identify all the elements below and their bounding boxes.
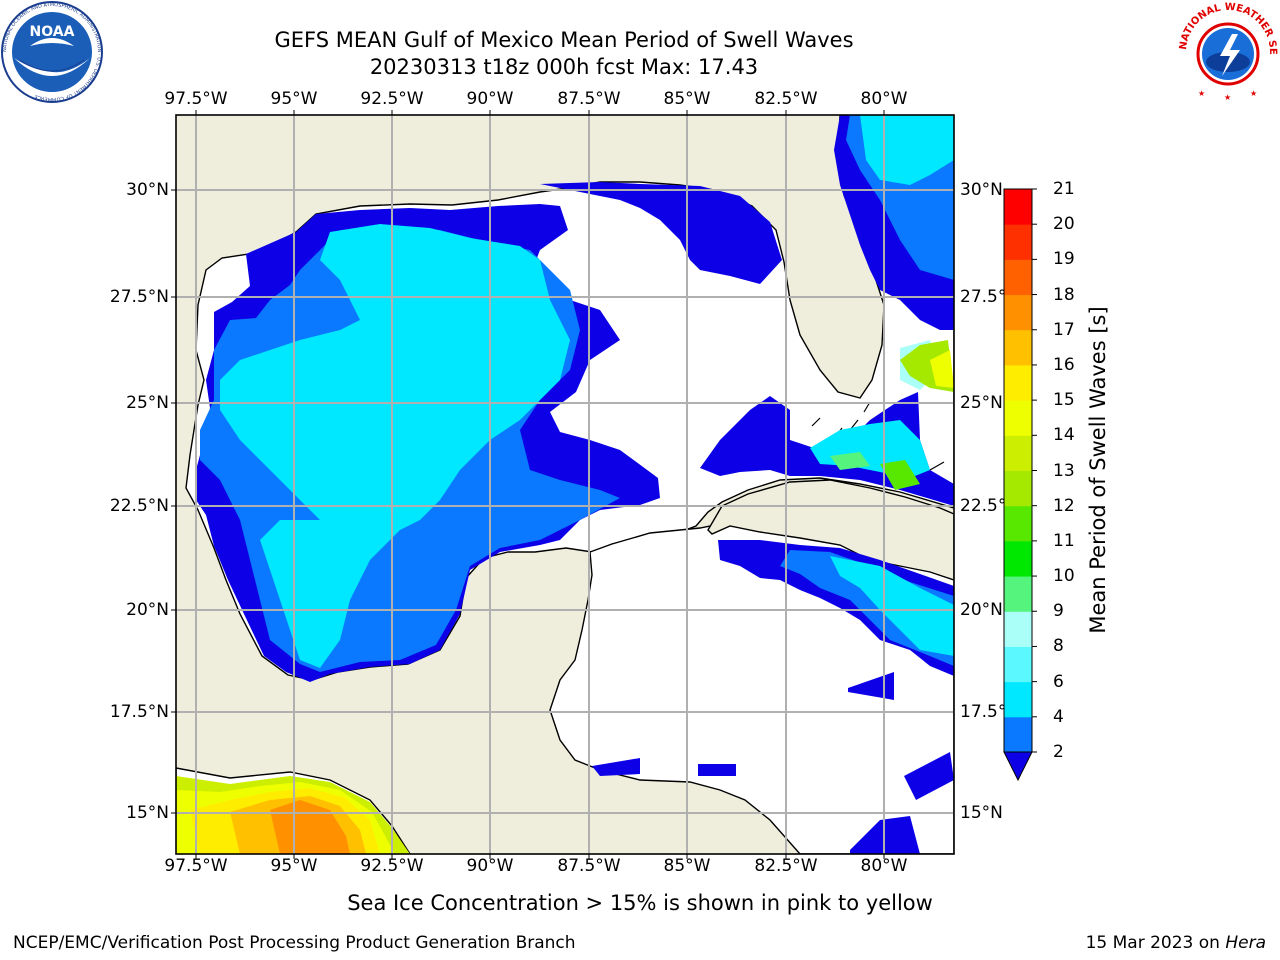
lon-label-top: 95°W bbox=[270, 89, 318, 109]
field-level-2h bbox=[848, 672, 894, 700]
lon-label-top: 92.5°W bbox=[360, 89, 424, 109]
lat-label-right: 22.5°N bbox=[960, 496, 1004, 516]
noaa-logo-label: NOAA bbox=[30, 24, 75, 40]
colorbar-swatch bbox=[1004, 681, 1032, 718]
colorbar-swatch bbox=[1004, 611, 1032, 647]
colorbar-tick-label: 21 bbox=[1053, 179, 1075, 199]
colorbar-tick-label: 18 bbox=[1053, 284, 1075, 305]
field-level-12b bbox=[880, 460, 920, 490]
lat-label-right: 20°N bbox=[960, 600, 1003, 620]
colorbar-tick-label: 13 bbox=[1053, 460, 1075, 481]
lon-label-bottom: 90°W bbox=[466, 856, 514, 876]
colorbar-tick-label: 9 bbox=[1053, 601, 1064, 622]
lat-label-left: 17.5°N bbox=[109, 702, 169, 722]
lon-label-bottom: 80°W bbox=[860, 856, 908, 876]
field-level-10 bbox=[830, 452, 870, 470]
map-gridlines bbox=[176, 115, 954, 854]
svg-text:★: ★ bbox=[1224, 93, 1231, 102]
lon-label-top: 97.5°W bbox=[164, 89, 228, 109]
field-level-2g bbox=[698, 764, 736, 776]
field-level-2j bbox=[904, 752, 954, 800]
lat-label-left: 15°N bbox=[126, 803, 169, 823]
colorbar-swatch bbox=[1004, 646, 1032, 683]
chart-subtitle: 20230313 t18z 000h fcst Max: 17.43 bbox=[369, 55, 759, 79]
lat-label-left: 20°N bbox=[126, 600, 169, 620]
colorbar-swatch bbox=[1004, 189, 1032, 225]
colorbar-tick-label: 2 bbox=[1053, 742, 1064, 762]
lon-label-bottom: 95°W bbox=[270, 856, 318, 876]
colorbar-tick-label: 16 bbox=[1053, 354, 1075, 375]
lon-label-top: 80°W bbox=[860, 89, 908, 109]
lon-label-bottom: 85°W bbox=[663, 856, 711, 876]
svg-text:★: ★ bbox=[1198, 89, 1205, 98]
colorbar-tick-label: 10 bbox=[1053, 566, 1075, 587]
map-frame bbox=[175, 114, 955, 855]
lon-label-bottom: 92.5°W bbox=[360, 856, 424, 876]
colorbar-swatch bbox=[1004, 259, 1032, 296]
lon-label-top: 87.5°W bbox=[557, 89, 621, 109]
swell-period-field bbox=[196, 115, 954, 854]
colorbar-swatch bbox=[1004, 329, 1032, 366]
sea-ice-note: Sea Ice Concentration > 15% is shown in … bbox=[0, 891, 1280, 915]
colorbar-swatch bbox=[1004, 505, 1032, 542]
lat-label-right: 25°N bbox=[960, 393, 1003, 413]
lon-label-bottom: 82.5°W bbox=[754, 856, 818, 876]
lon-label-bottom: 87.5°W bbox=[557, 856, 621, 876]
colorbar-swatch bbox=[1004, 576, 1032, 612]
lat-label-right: 17.5°N bbox=[960, 702, 1004, 722]
colorbar-tick-label: 8 bbox=[1053, 636, 1064, 657]
colorbar-swatch bbox=[1004, 470, 1032, 507]
colorbar-tick-label: 20 bbox=[1053, 214, 1075, 235]
field-level-2f bbox=[592, 758, 640, 776]
footer-date: 15 Mar 2023 on bbox=[1085, 933, 1226, 953]
colorbar-tick-label: 15 bbox=[1053, 390, 1075, 411]
lat-label-left: 25°N bbox=[126, 393, 169, 413]
lat-label-left: 27.5°N bbox=[109, 287, 169, 307]
colorbar-tick-label: 17 bbox=[1053, 319, 1075, 340]
lat-label-left: 22.5°N bbox=[109, 496, 169, 516]
colorbar-tick-label: 19 bbox=[1053, 249, 1075, 270]
colorbar-swatch bbox=[1004, 294, 1032, 331]
colorbar-swatch bbox=[1004, 400, 1032, 436]
lon-label-bottom: 97.5°W bbox=[164, 856, 228, 876]
colorbar-swatch bbox=[1004, 435, 1032, 471]
colorbar-swatch bbox=[1004, 224, 1032, 260]
footer-right: 15 Mar 2023 on Hera bbox=[1086, 933, 1266, 953]
map-ticks bbox=[171, 110, 885, 859]
field-level-6c bbox=[830, 556, 954, 656]
colorbar-tick-label: 14 bbox=[1053, 425, 1075, 446]
field-level-6 bbox=[220, 224, 570, 668]
lat-label-right: 30°N bbox=[960, 180, 1003, 200]
colorbar-swatch bbox=[1004, 364, 1032, 401]
colorbar-swatch bbox=[1004, 716, 1032, 753]
lon-label-top: 82.5°W bbox=[754, 89, 818, 109]
field-level-15 bbox=[930, 350, 954, 388]
footer-left: NCEP/EMC/Verification Post Processing Pr… bbox=[13, 933, 576, 953]
svg-text:★: ★ bbox=[1250, 89, 1257, 98]
lon-label-top: 90°W bbox=[466, 89, 514, 109]
colorbar-swatch bbox=[1004, 540, 1032, 577]
colorbar-tick-label: 12 bbox=[1053, 495, 1075, 516]
colorbar-tick-label: 4 bbox=[1053, 706, 1064, 727]
colorbar-tick-label: 6 bbox=[1053, 671, 1064, 692]
nws-logo: NATIONAL WEATHER SERVICE ★ ★ ★ bbox=[1176, 0, 1278, 102]
lat-label-left: 30°N bbox=[126, 180, 169, 200]
chart-title: GEFS MEAN Gulf of Mexico Mean Period of … bbox=[274, 28, 854, 52]
lon-label-top: 85°W bbox=[663, 89, 711, 109]
lat-label-right: 27.5°N bbox=[960, 287, 1004, 307]
field-level-2b bbox=[540, 182, 782, 284]
colorbar-tick-label: 11 bbox=[1053, 530, 1075, 551]
colorbar bbox=[1003, 188, 1037, 782]
noaa-logo: NOAA NATIONAL OCEANIC AND ATMOSPHERIC AD… bbox=[1, 1, 103, 103]
lat-label-right: 15°N bbox=[960, 803, 1003, 823]
colorbar-title: Mean Period of Swell Waves [s] bbox=[1086, 306, 1110, 634]
footer-host: Hera bbox=[1225, 933, 1266, 953]
sea-ice-note-text: Sea Ice Concentration > 15% is shown in … bbox=[347, 891, 933, 915]
colorbar-extend-triangle bbox=[1003, 751, 1033, 782]
